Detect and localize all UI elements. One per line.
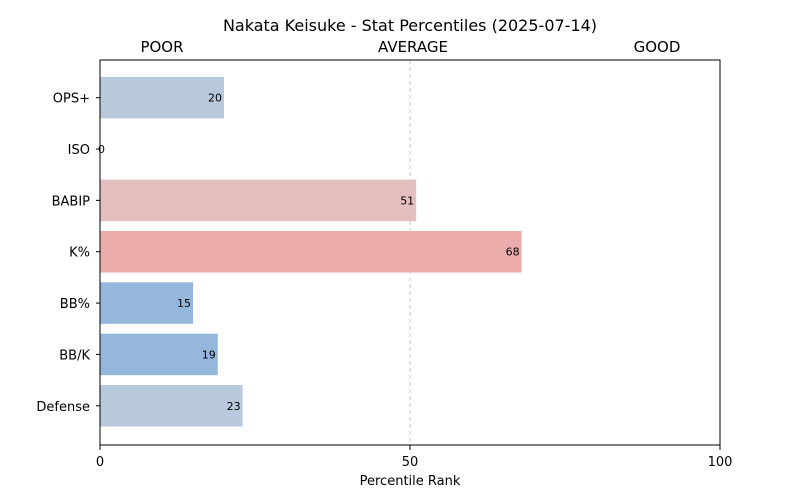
value-label: 23: [227, 400, 241, 413]
bar: [100, 385, 243, 427]
x-tick-label: 100: [708, 455, 733, 470]
y-tick-label: BB/K: [59, 348, 90, 363]
x-tick-label: 0: [96, 455, 104, 470]
value-label: 20: [208, 92, 222, 105]
x-axis-label: Percentile Rank: [360, 474, 461, 489]
bar: [100, 230, 522, 273]
zone-label-average: AVERAGE: [378, 38, 448, 56]
y-tick-label: K%: [69, 246, 90, 261]
bar: [100, 179, 417, 222]
y-tick-label: BB%: [60, 297, 90, 312]
value-label: 0: [98, 143, 105, 156]
x-tick-label: 50: [402, 455, 419, 470]
y-tick-label: BABIP: [52, 194, 91, 209]
value-label: 51: [400, 194, 414, 207]
bar: [100, 282, 193, 324]
value-label: 68: [506, 246, 520, 259]
value-label: 15: [177, 297, 191, 310]
y-tick-label: Defense: [36, 400, 90, 415]
y-tick-label: OPS+: [53, 92, 90, 107]
plot-area: OPS+ 20 ISO 0 BABIP 51 K% 68 BB% 15 BB/K 19 Defense 2…: [36, 60, 732, 470]
bar: [100, 333, 218, 376]
value-label: 19: [202, 348, 216, 361]
bar: [100, 76, 224, 119]
y-tick-label: ISO: [68, 143, 90, 158]
chart-title: Nakata Keisuke - Stat Percentiles (2025-…: [223, 16, 597, 35]
zone-label-good: GOOD: [634, 38, 681, 56]
zone-label-poor: POOR: [140, 38, 183, 56]
plot-frame: [99, 59, 721, 446]
